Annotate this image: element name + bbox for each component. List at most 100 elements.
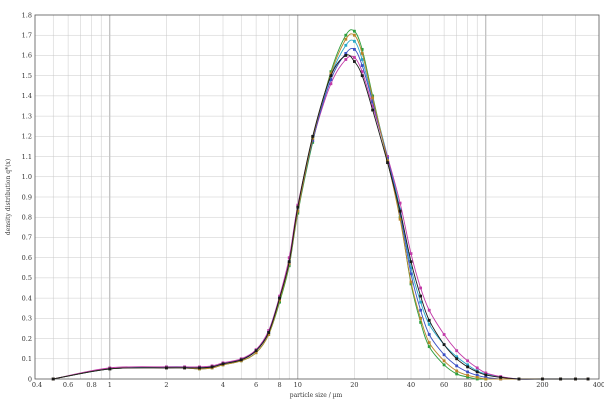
y-tick-label: 1.0 — [22, 173, 32, 181]
data-point — [360, 74, 364, 78]
y-tick-label: 0.5 — [22, 274, 32, 282]
y-tick-label: 1.2 — [22, 133, 32, 141]
data-point — [287, 260, 291, 264]
data-point — [499, 377, 503, 381]
data-point — [353, 56, 356, 59]
y-tick-label: 1.7 — [22, 32, 32, 40]
data-point — [419, 320, 423, 324]
data-point — [165, 366, 168, 370]
data-point — [409, 280, 413, 284]
data-point — [108, 367, 112, 371]
data-point — [344, 58, 348, 61]
data-point — [278, 294, 281, 298]
data-point — [398, 217, 402, 221]
data-point — [409, 260, 413, 264]
data-point — [371, 94, 375, 98]
data-point — [466, 375, 469, 379]
data-point — [475, 377, 479, 381]
data-point — [267, 331, 271, 334]
data-point — [455, 355, 459, 359]
data-point — [442, 333, 446, 336]
data-point — [427, 308, 431, 312]
data-point — [409, 272, 413, 276]
plot-frame — [34, 14, 600, 380]
data-point — [466, 370, 469, 374]
data-point — [398, 211, 402, 215]
data-point — [466, 359, 469, 363]
data-point — [499, 375, 503, 379]
data-point — [475, 375, 479, 379]
y-tick-label: 1.6 — [22, 52, 32, 60]
y-axis-ticks: 0 0.1 0.2 0.3 0.4 0.5 0.6 0.7 0.8 0.9 1.0 1.1 1.2 1.3… — [22, 11, 32, 383]
data-point — [198, 366, 201, 370]
data-point — [311, 138, 315, 142]
data-point — [427, 345, 431, 349]
data-point — [371, 100, 375, 104]
x-tick-label: 0.4 — [32, 381, 42, 389]
x-tick-label: 2 — [164, 381, 168, 389]
data-point — [442, 353, 446, 357]
data-point — [329, 78, 333, 82]
data-point — [427, 341, 431, 344]
x-tick-label: 8 — [278, 381, 282, 389]
x-tick-label: 10 — [294, 381, 302, 389]
data-point — [183, 366, 187, 370]
y-tick-label: 0 — [28, 375, 32, 383]
x-tick-label: 200 — [536, 381, 548, 389]
data-point — [371, 108, 375, 112]
x-tick-label: 400 — [593, 381, 604, 389]
data-point — [210, 365, 214, 369]
data-point — [386, 161, 389, 165]
data-point — [517, 377, 521, 381]
data-point — [409, 252, 413, 256]
y-tick-label: 1.5 — [22, 72, 32, 80]
data-point — [475, 373, 479, 377]
x-axis-ticks: 0.4 0.6 0.8 1 2 4 6 8 10 20 40 60 80 100 200 400 — [32, 381, 604, 389]
data-point — [398, 209, 402, 213]
data-point — [278, 298, 281, 302]
data-point — [442, 359, 446, 363]
data-point — [455, 369, 459, 373]
data-point — [419, 316, 423, 320]
data-point — [586, 377, 590, 381]
x-tick-label: 40 — [407, 381, 415, 389]
y-tick-label: 0.3 — [22, 315, 32, 323]
data-point — [559, 377, 563, 381]
data-point — [254, 349, 258, 353]
data-point — [360, 70, 364, 74]
x-tick-label: 4 — [221, 381, 225, 389]
data-point — [574, 377, 577, 381]
data-point — [311, 136, 315, 140]
y-tick-label: 0.1 — [22, 355, 32, 363]
data-point — [427, 318, 431, 322]
data-point — [455, 372, 459, 376]
data-point — [344, 33, 348, 37]
data-point — [475, 370, 479, 374]
data-point — [239, 358, 243, 362]
data-point — [475, 366, 479, 370]
x-tick-label: 0.8 — [86, 381, 96, 389]
data-point — [360, 47, 364, 51]
data-point — [311, 134, 315, 138]
y-tick-label: 1.4 — [22, 92, 32, 100]
x-tick-label: 100 — [480, 381, 492, 389]
data-point — [296, 209, 300, 213]
x-tick-label: 1 — [108, 381, 112, 389]
data-point — [371, 98, 375, 102]
data-point — [427, 333, 431, 336]
data-point — [296, 205, 300, 209]
y-tick-label: 1.1 — [22, 153, 32, 161]
data-point — [353, 60, 356, 63]
data-point — [267, 333, 271, 336]
data-point — [371, 96, 375, 100]
data-point — [360, 52, 364, 55]
data-point — [455, 357, 459, 361]
data-point — [329, 72, 333, 76]
data-point — [419, 308, 423, 312]
x-axis-title: particle size / µm — [290, 392, 343, 399]
data-point — [427, 323, 431, 326]
data-point — [419, 300, 423, 304]
x-tick-label: 80 — [463, 381, 471, 389]
y-tick-label: 0.2 — [22, 335, 32, 343]
